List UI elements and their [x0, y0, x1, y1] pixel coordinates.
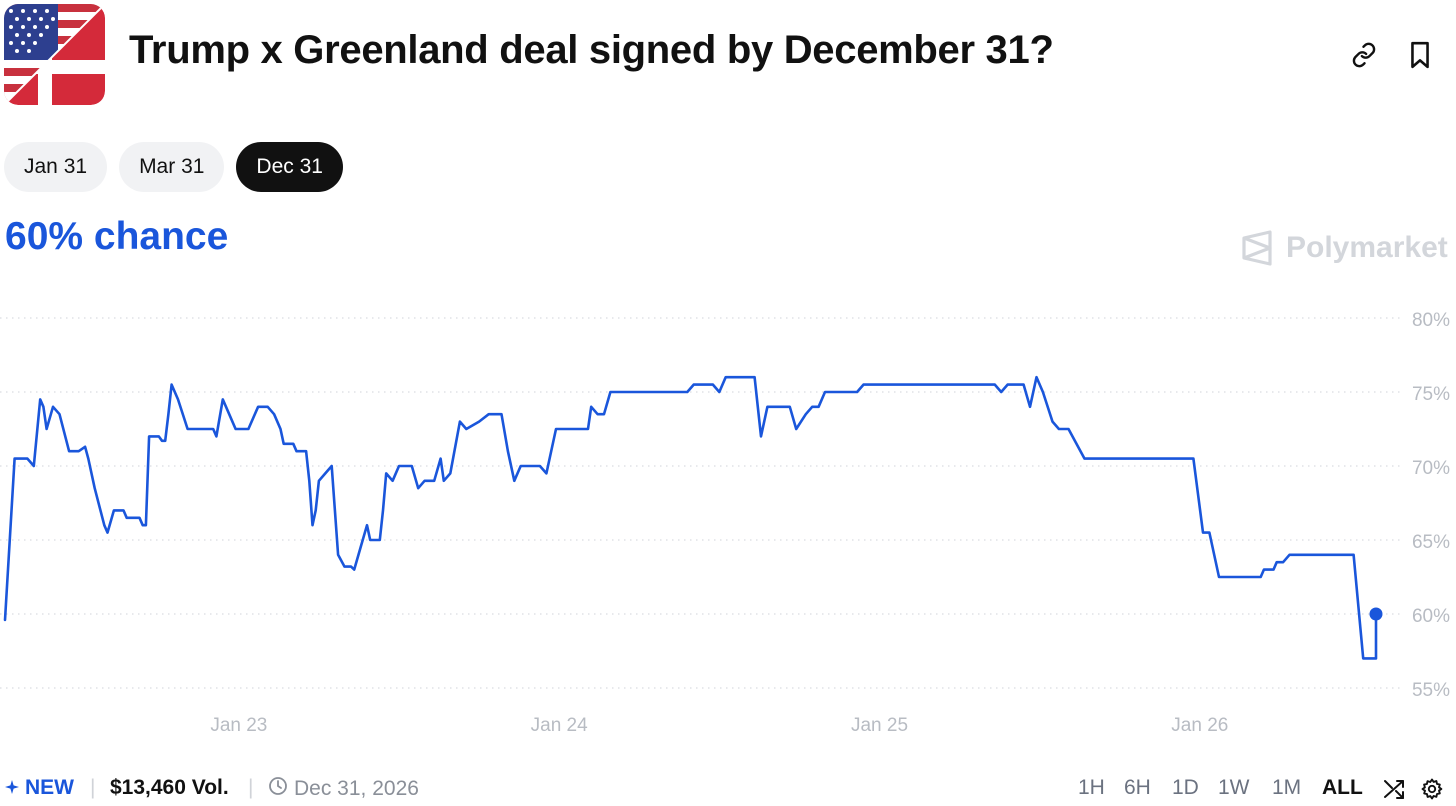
- y-tick-label: 55%: [1412, 680, 1450, 701]
- chance-value: 60% chance: [5, 215, 229, 258]
- volume-text: $13,460 Vol.: [110, 776, 229, 799]
- sparkle-icon: [5, 776, 19, 800]
- y-tick-label: 75%: [1412, 384, 1450, 405]
- x-tick-label: Jan 25: [851, 715, 908, 736]
- brand-name: Polymarket: [1286, 231, 1448, 264]
- clock-icon: [268, 776, 288, 802]
- new-label: NEW: [25, 776, 74, 799]
- range-1m[interactable]: 1M: [1272, 776, 1302, 799]
- polymarket-logo-icon: [1242, 230, 1272, 266]
- end-date-label: Dec 31, 2026: [294, 777, 419, 800]
- x-tick-label: Jan 24: [531, 715, 588, 736]
- x-tick-label: Jan 26: [1171, 715, 1228, 736]
- page-title: Trump x Greenland deal signed by Decembe…: [129, 28, 1054, 72]
- series-line: [3, 375, 1378, 660]
- range-6h[interactable]: 6H: [1124, 776, 1151, 799]
- y-tick-label: 70%: [1412, 458, 1450, 479]
- range-1w[interactable]: 1W: [1218, 776, 1250, 799]
- y-tick-label: 80%: [1412, 310, 1450, 331]
- range-all[interactable]: ALL: [1322, 776, 1363, 799]
- bookmark-icon[interactable]: [1403, 38, 1437, 72]
- settings-gear-icon[interactable]: [1418, 775, 1446, 803]
- y-tick-label: 60%: [1412, 606, 1450, 627]
- divider: |: [248, 776, 254, 799]
- current-point-marker: [1369, 607, 1383, 621]
- tab-jan-31[interactable]: Jan 31: [4, 142, 108, 192]
- x-tick-label: Jan 23: [210, 715, 267, 736]
- market-flag-icon: [4, 4, 105, 105]
- tab-mar-31[interactable]: Mar 31: [119, 142, 225, 192]
- polymarket-watermark: Polymarket: [1240, 230, 1448, 266]
- price-chart[interactable]: 55% 60% 65% 70% 75% 80% Jan 23 Jan 24 Jan 25 Jan …: [0, 290, 1456, 752]
- end-date: Dec 31, 2026: [268, 776, 419, 802]
- tab-dec-31[interactable]: Dec 31: [236, 142, 343, 192]
- date-tabs: Jan 31 Mar 31 Dec 31: [4, 142, 343, 192]
- divider: |: [90, 776, 96, 799]
- range-1d[interactable]: 1D: [1172, 776, 1199, 799]
- link-icon[interactable]: [1347, 38, 1381, 72]
- shuffle-icon[interactable]: [1380, 775, 1408, 803]
- range-1h[interactable]: 1H: [1078, 776, 1105, 799]
- new-badge: NEW: [5, 776, 74, 800]
- y-tick-label: 65%: [1412, 532, 1450, 553]
- chart-footer: NEW | $13,460 Vol. | Dec 31, 2026 1H 6H …: [0, 772, 1456, 806]
